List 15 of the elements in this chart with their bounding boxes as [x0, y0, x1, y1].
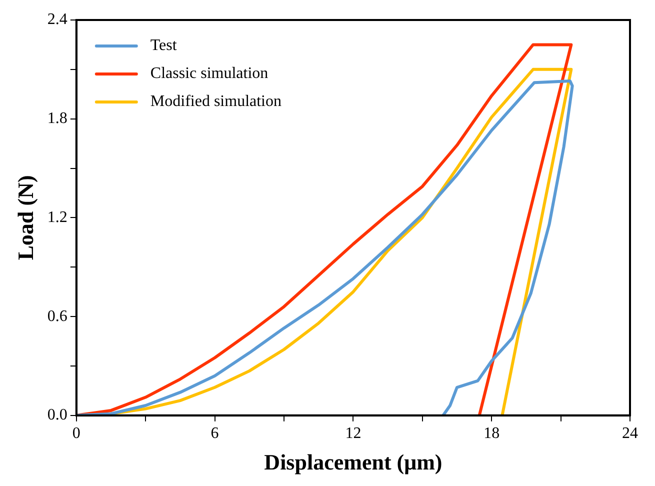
x-tick-label: 0	[72, 425, 80, 442]
legend-label: Test	[150, 37, 178, 54]
y-axis-title: Load (N)	[12, 175, 38, 260]
y-tick-label: 1.2	[47, 208, 68, 226]
y-tick-label: 2.4	[47, 11, 68, 28]
legend-label: Modified simulation	[150, 93, 282, 110]
x-tick-label: 6	[210, 425, 219, 442]
x-tick-label: 12	[345, 425, 362, 442]
x-axis-title: Displacement (μm)	[264, 449, 442, 474]
y-tick-label: 0.6	[47, 308, 68, 325]
y-tick-label: 0.0	[47, 406, 68, 424]
x-tick-label: 24	[622, 425, 638, 442]
legend-label: Classic simulation	[150, 65, 268, 82]
x-tick-label: 18	[484, 425, 500, 442]
y-tick-label: 1.8	[47, 110, 68, 128]
